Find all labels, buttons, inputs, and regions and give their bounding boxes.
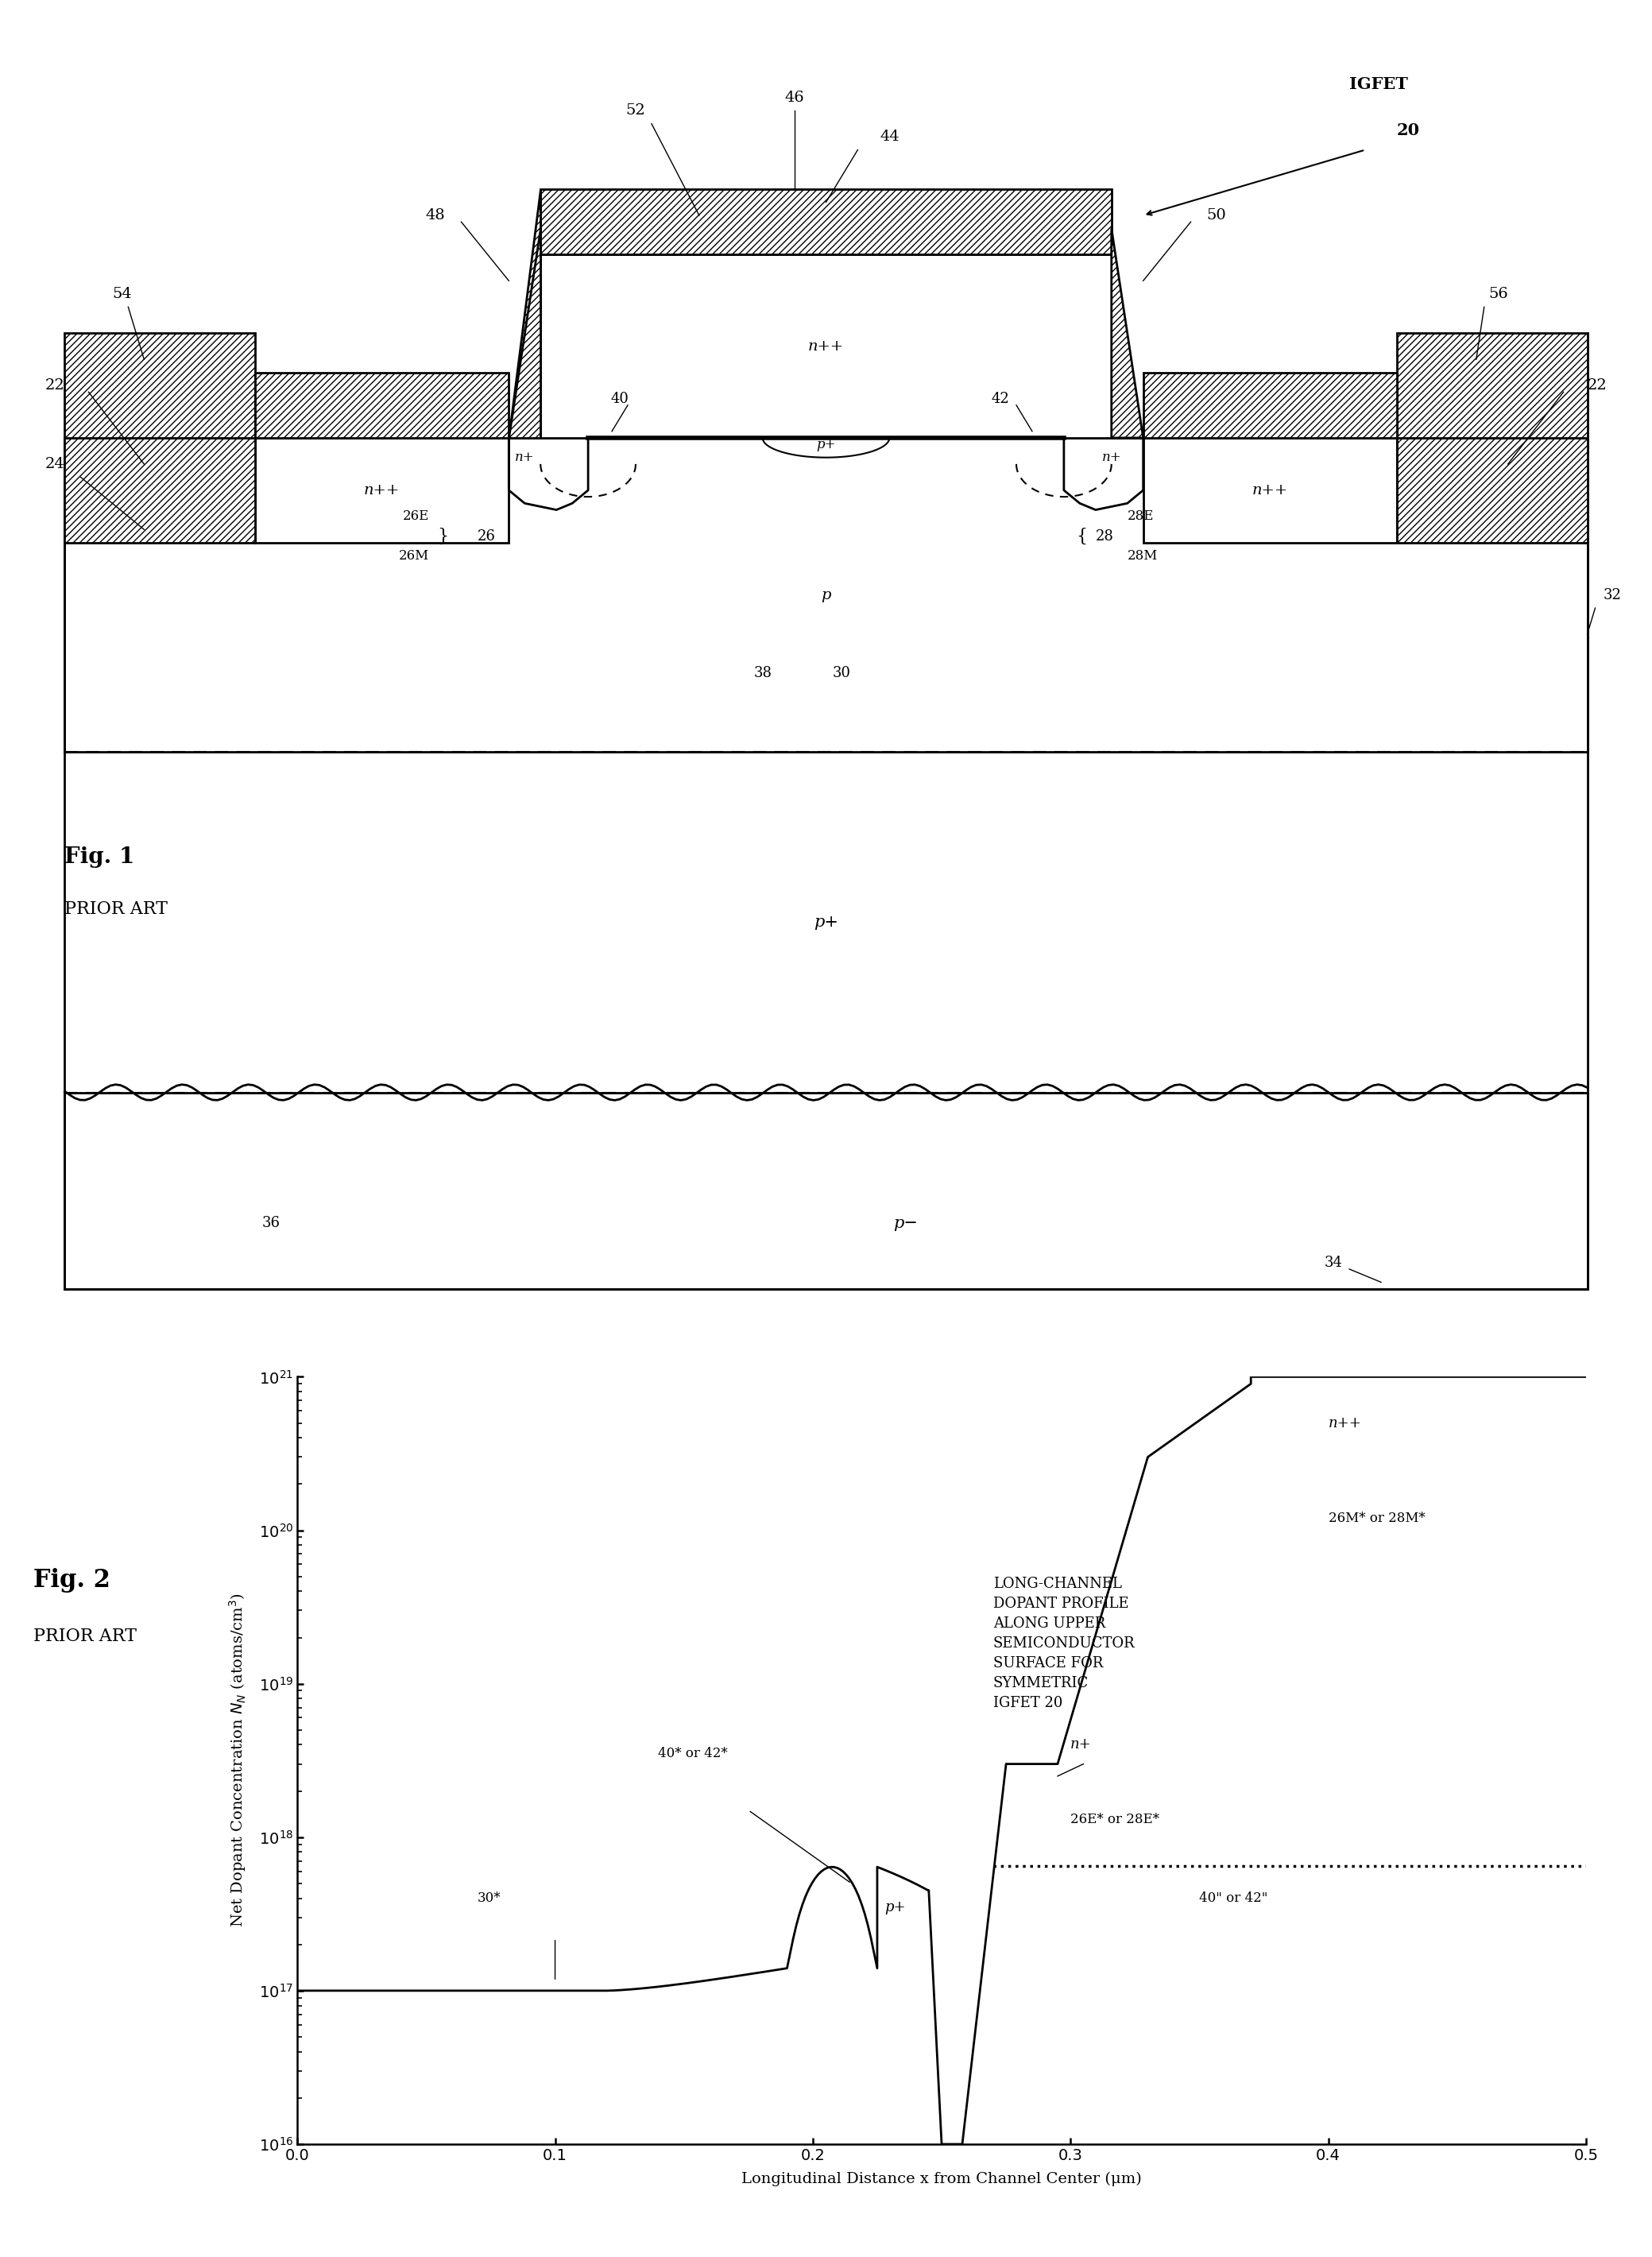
Text: {: {: [1077, 528, 1087, 544]
X-axis label: Longitudinal Distance x from Channel Center (μm): Longitudinal Distance x from Channel Cen…: [742, 2171, 1142, 2187]
Text: 32: 32: [1602, 587, 1621, 603]
Text: n+: n+: [1102, 451, 1122, 465]
Bar: [540, 255, 1112, 438]
Bar: [64, 438, 1588, 752]
Text: n+: n+: [1070, 1738, 1092, 1751]
Bar: [64, 1092, 1588, 1289]
Bar: [254, 372, 509, 438]
Polygon shape: [509, 228, 540, 438]
Text: 28: 28: [1095, 528, 1113, 544]
Text: 56: 56: [1488, 287, 1508, 300]
Polygon shape: [1112, 228, 1143, 438]
Text: 26M: 26M: [400, 548, 430, 562]
Text: p−: p−: [894, 1217, 917, 1230]
Polygon shape: [509, 190, 540, 438]
Text: n++: n++: [1328, 1415, 1361, 1431]
Bar: [64, 752, 1588, 1092]
Text: 46: 46: [785, 90, 805, 104]
Text: 26E* or 28E*: 26E* or 28E*: [1070, 1812, 1160, 1826]
Bar: [64, 438, 254, 542]
Text: PRIOR ART: PRIOR ART: [64, 901, 169, 919]
Text: 24: 24: [45, 456, 64, 472]
Text: 40: 40: [611, 390, 629, 406]
Text: 20: 20: [1398, 122, 1421, 138]
Text: IGFET: IGFET: [1350, 77, 1408, 93]
Bar: [1143, 438, 1398, 542]
Text: 30*: 30*: [477, 1891, 501, 1905]
Text: 26: 26: [477, 528, 496, 544]
Text: 26M* or 28M*: 26M* or 28M*: [1328, 1512, 1426, 1526]
Text: 26E: 26E: [403, 510, 430, 524]
Text: n++: n++: [808, 339, 844, 354]
Text: 40" or 42": 40" or 42": [1199, 1891, 1269, 1905]
Text: p+: p+: [816, 438, 836, 451]
Text: 54: 54: [112, 287, 132, 300]
Text: 34: 34: [1325, 1255, 1343, 1271]
Text: n++: n++: [1252, 483, 1289, 497]
Bar: [540, 190, 1112, 255]
Bar: [1398, 438, 1588, 542]
Text: }: }: [438, 528, 449, 544]
Bar: [254, 438, 509, 542]
Bar: [1143, 372, 1398, 438]
Text: PRIOR ART: PRIOR ART: [33, 1627, 137, 1645]
Text: p+: p+: [814, 914, 838, 930]
Text: 50: 50: [1206, 208, 1226, 223]
Text: n+: n+: [515, 451, 535, 465]
Text: 28M: 28M: [1127, 548, 1158, 562]
Text: 52: 52: [626, 104, 646, 117]
Bar: [1398, 334, 1588, 438]
Text: 48: 48: [426, 208, 446, 223]
Text: 22: 22: [1588, 379, 1607, 393]
Text: LONG-CHANNEL
DOPANT PROFILE
ALONG UPPER
SEMICONDUCTOR
SURFACE FOR
SYMMETRIC
IGFE: LONG-CHANNEL DOPANT PROFILE ALONG UPPER …: [993, 1575, 1135, 1711]
Bar: [64, 334, 254, 438]
Text: 36: 36: [261, 1217, 281, 1230]
Y-axis label: Net Dopant Concentration $N_N$ (atoms/cm$^3$): Net Dopant Concentration $N_N$ (atoms/cm…: [228, 1593, 248, 1927]
Text: 38: 38: [753, 666, 771, 682]
Text: p: p: [821, 587, 831, 603]
Text: 28E: 28E: [1127, 510, 1155, 524]
Text: Fig. 2: Fig. 2: [33, 1569, 111, 1591]
Text: 40* or 42*: 40* or 42*: [657, 1747, 729, 1760]
Text: 30: 30: [833, 666, 851, 682]
Text: 42: 42: [991, 390, 1009, 406]
Text: n++: n++: [363, 483, 400, 497]
Text: p+: p+: [885, 1900, 905, 1914]
Text: 44: 44: [879, 129, 899, 144]
Text: Fig. 1: Fig. 1: [64, 846, 135, 867]
Text: 22: 22: [45, 379, 64, 393]
